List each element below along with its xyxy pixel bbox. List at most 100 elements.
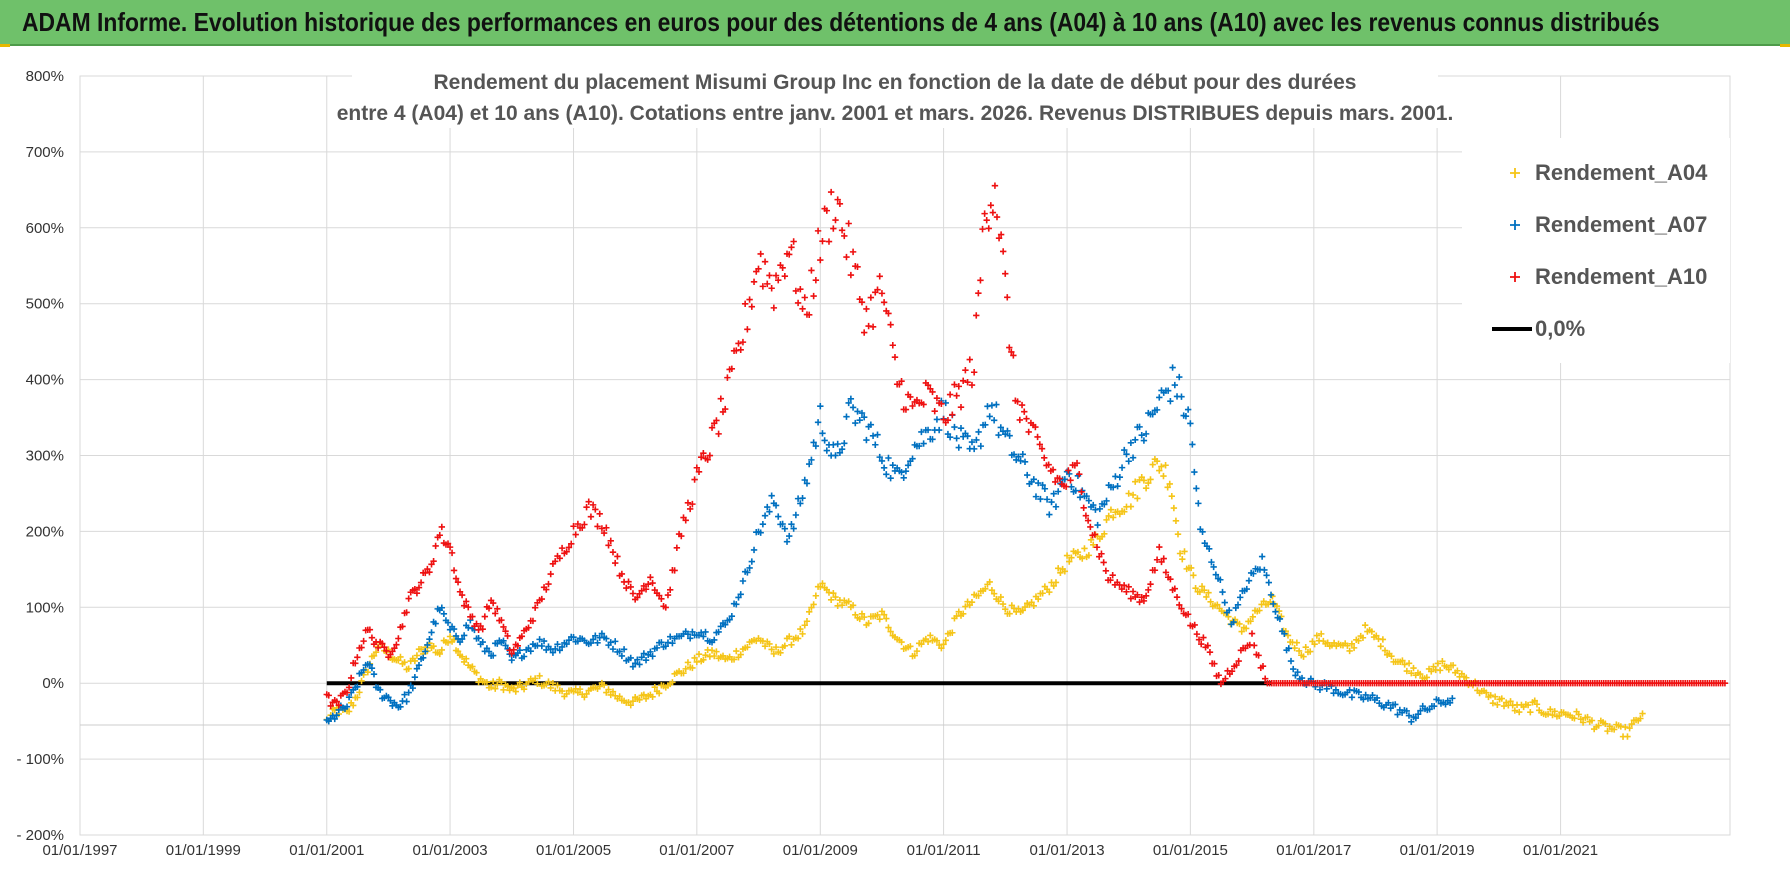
data-point: [1193, 630, 1201, 638]
data-point: [556, 647, 563, 654]
data-point: [1217, 576, 1224, 583]
data-point: [986, 413, 993, 420]
data-point: [1359, 634, 1367, 641]
data-point: [1294, 668, 1301, 676]
data-point: [1028, 599, 1035, 606]
data-point: [1151, 567, 1159, 574]
x-tick-label: 01/01/2019: [1400, 842, 1475, 859]
data-point: [1067, 477, 1074, 484]
data-point: [1236, 620, 1243, 628]
data-point: [900, 474, 907, 481]
data-point: [631, 660, 639, 667]
data-point: [766, 272, 773, 279]
data-point: [500, 637, 507, 645]
data-point: [997, 593, 1004, 601]
data-point: [1039, 481, 1046, 489]
data-point: [788, 244, 795, 251]
legend-marker: [1510, 220, 1520, 230]
banner-accent-right: [1780, 44, 1790, 47]
data-point: [1032, 493, 1040, 500]
data-point: [1527, 708, 1534, 716]
data-point: [1109, 514, 1117, 521]
data-point: [737, 346, 744, 354]
data-point: [1171, 381, 1179, 389]
data-point: [766, 508, 773, 515]
legend-item: Rendement_A10: [1510, 264, 1707, 289]
data-point: [991, 182, 999, 189]
x-tick-label: 01/01/2015: [1153, 842, 1228, 859]
data-point: [508, 650, 515, 657]
data-point: [494, 681, 501, 688]
data-point: [1214, 601, 1221, 608]
data-point: [1198, 640, 1205, 648]
data-point: [430, 558, 437, 565]
data-point: [1134, 495, 1141, 502]
data-point: [1100, 559, 1107, 566]
data-point: [1344, 642, 1351, 649]
data-point: [1524, 701, 1532, 709]
data-point: [902, 406, 910, 413]
data-point: [973, 312, 980, 319]
data-point: [494, 605, 501, 613]
data-point: [1385, 699, 1392, 706]
data-point: [1039, 590, 1046, 597]
data-point: [498, 616, 505, 624]
data-point: [1491, 693, 1499, 700]
data-point: [424, 565, 431, 573]
data-point: [1080, 504, 1087, 511]
data-point: [430, 642, 437, 650]
data-point: [514, 642, 521, 649]
data-point: [1261, 566, 1268, 574]
data-point: [759, 283, 767, 290]
data-point: [907, 643, 914, 650]
data-point: [1248, 630, 1256, 637]
data-point: [483, 679, 491, 686]
data-point: [689, 628, 696, 636]
data-point: [1511, 707, 1519, 714]
data-point: [1142, 485, 1150, 492]
data-point: [568, 540, 575, 548]
data-point: [733, 647, 740, 655]
data-point: [325, 692, 332, 699]
data-point: [1149, 411, 1156, 418]
data-point: [1142, 592, 1150, 600]
data-point: [1120, 582, 1128, 589]
data-point: [558, 687, 566, 695]
legend-item: 0,0%: [1492, 316, 1585, 341]
data-point: [981, 210, 988, 217]
data-point: [860, 329, 868, 336]
data-point: [424, 641, 431, 649]
data-point: [761, 642, 769, 650]
data-point: [1258, 553, 1266, 560]
data-point: [744, 644, 751, 651]
data-point: [700, 633, 707, 640]
data-point: [1401, 661, 1408, 668]
data-point: [405, 689, 412, 696]
series-rendement-a10: [323, 182, 1729, 710]
data-point: [1531, 697, 1538, 704]
data-point: [638, 654, 645, 661]
data-point: [1610, 726, 1618, 733]
data-point: [889, 342, 897, 349]
data-point: [691, 476, 698, 483]
data-point: [594, 639, 601, 647]
data-point: [1205, 589, 1212, 596]
data-point: [1270, 600, 1277, 608]
data-point: [1041, 485, 1049, 492]
y-tick-label: 500%: [26, 296, 64, 313]
data-point: [547, 570, 554, 578]
data-point: [834, 196, 841, 203]
data-point: [1025, 428, 1032, 436]
data-point: [770, 650, 778, 658]
data-point: [409, 684, 417, 692]
data-point: [805, 608, 813, 616]
data-point: [1547, 706, 1554, 713]
data-point: [874, 286, 881, 293]
data-point: [634, 594, 641, 601]
data-point: [799, 630, 806, 638]
data-point: [489, 599, 497, 607]
data-point: [984, 403, 991, 410]
data-point: [432, 542, 439, 550]
data-point: [1551, 708, 1558, 715]
y-tick-label: 600%: [26, 220, 64, 237]
